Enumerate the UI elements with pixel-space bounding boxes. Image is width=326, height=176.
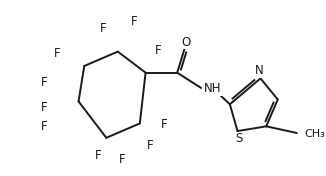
Text: F: F xyxy=(100,22,107,35)
Text: O: O xyxy=(181,36,190,49)
Text: F: F xyxy=(95,149,101,162)
Text: F: F xyxy=(155,44,161,57)
Text: F: F xyxy=(119,153,126,166)
Text: F: F xyxy=(147,139,154,152)
Text: S: S xyxy=(236,132,243,145)
Text: F: F xyxy=(131,15,137,28)
Text: F: F xyxy=(54,47,61,60)
Text: F: F xyxy=(160,118,167,131)
Text: F: F xyxy=(41,120,47,133)
Text: NH: NH xyxy=(204,83,221,95)
Text: N: N xyxy=(255,64,264,77)
Text: F: F xyxy=(41,101,47,114)
Text: CH₃: CH₃ xyxy=(304,129,325,139)
Text: F: F xyxy=(41,76,47,89)
